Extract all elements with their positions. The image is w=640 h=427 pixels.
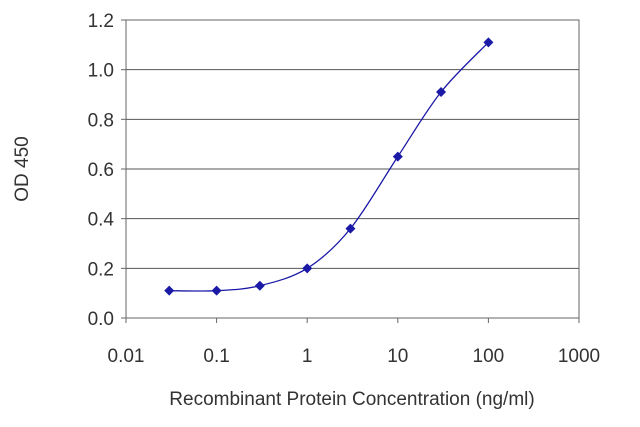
y-tick-label: 1.0 — [88, 61, 114, 82]
data-point — [345, 223, 356, 234]
y-axis-ticks: 0.0 0.2 0.4 0.6 0.8 1.0 1.2 — [88, 11, 126, 330]
y-tick-label: 0.6 — [88, 160, 114, 181]
y-axis-label: OD 450 — [12, 136, 33, 201]
data-point — [392, 151, 403, 162]
x-tick-label: 100 — [473, 346, 505, 367]
x-tick-label: 1000 — [558, 346, 600, 367]
y-tick-label: 1.2 — [88, 11, 114, 32]
x-axis-ticks: 0.01 0.1 1 10 100 1000 — [108, 318, 600, 367]
y-tick-label: 0.4 — [88, 210, 115, 231]
data-point — [302, 263, 313, 274]
x-axis-label: Recombinant Protein Concentration (ng/ml… — [169, 389, 534, 410]
series-line — [169, 41, 489, 292]
data-point — [436, 87, 447, 98]
data-point — [483, 37, 494, 48]
data-point — [254, 280, 265, 291]
data-point — [211, 285, 222, 296]
series-group — [164, 37, 494, 296]
y-tick-label: 0.0 — [88, 309, 114, 330]
x-tick-label: 1 — [302, 346, 313, 367]
x-tick-label: 10 — [387, 346, 408, 367]
y-tick-label: 0.8 — [88, 110, 114, 131]
x-tick-label: 0.01 — [108, 346, 145, 367]
y-tick-label: 0.2 — [88, 259, 114, 280]
x-tick-label: 0.1 — [203, 346, 229, 367]
gridlines — [126, 69, 579, 269]
data-point — [164, 285, 175, 296]
